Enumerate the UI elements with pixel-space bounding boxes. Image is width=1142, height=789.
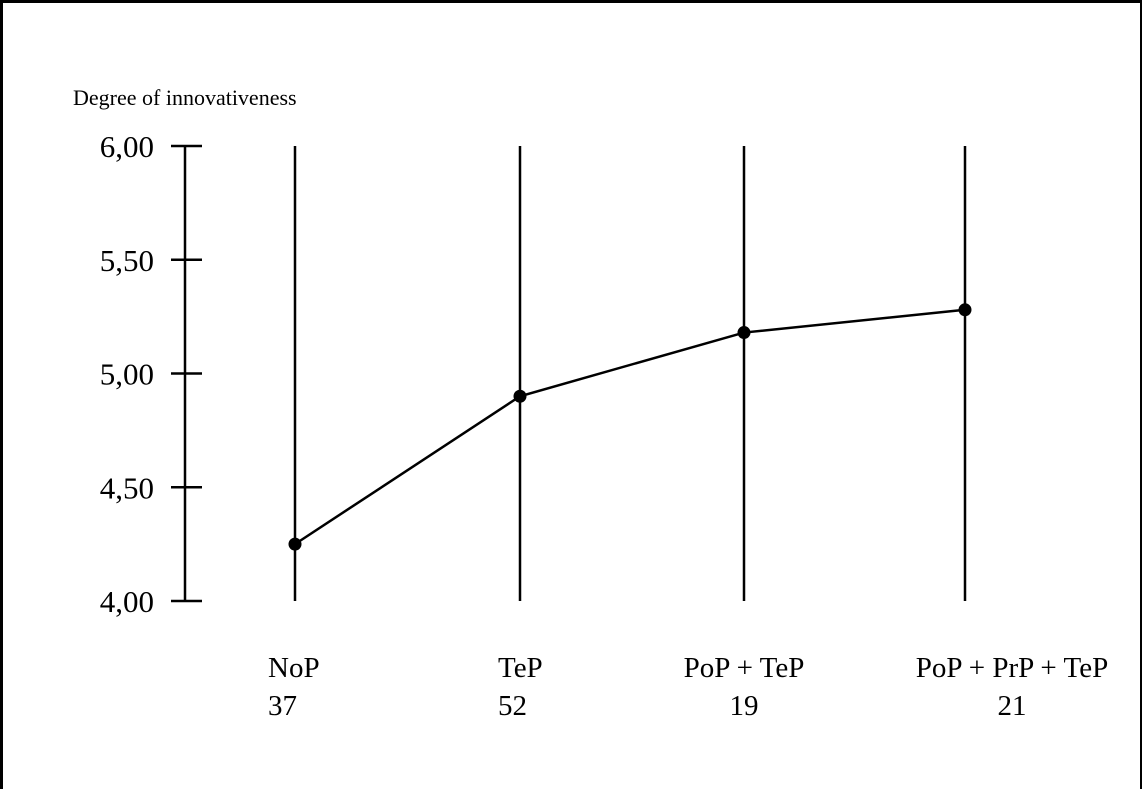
category-label: NoP	[268, 652, 320, 684]
y-ticks: 6,00 5,50 5,00 4,50 4,00	[100, 129, 202, 619]
category-count: 21	[998, 690, 1027, 722]
category-count: 19	[730, 690, 759, 722]
y-tick-label: 4,00	[100, 584, 154, 619]
data-point	[513, 389, 527, 403]
data-points	[288, 303, 972, 551]
category-count: 52	[498, 690, 527, 722]
series-line	[294, 308, 966, 546]
data-point	[737, 326, 751, 340]
category-label: PoP + TeP	[684, 652, 805, 684]
category-label: TeP	[498, 652, 543, 684]
data-point	[288, 537, 302, 551]
category-gridlines	[293, 146, 967, 601]
y-tick-label: 4,50	[100, 470, 154, 505]
data-point	[958, 303, 972, 317]
y-tick-label: 5,50	[100, 243, 154, 278]
category-label: PoP + PrP + TeP	[916, 652, 1108, 684]
y-tick-label: 6,00	[100, 129, 154, 164]
y-axis-label: Degree of innovativeness	[73, 85, 297, 110]
category-count: 37	[268, 690, 297, 722]
y-tick-label: 5,00	[100, 357, 154, 392]
category-labels: NoP 37 TeP 52 PoP + TeP 19 PoP + PrP + TeP 21	[268, 652, 1108, 722]
